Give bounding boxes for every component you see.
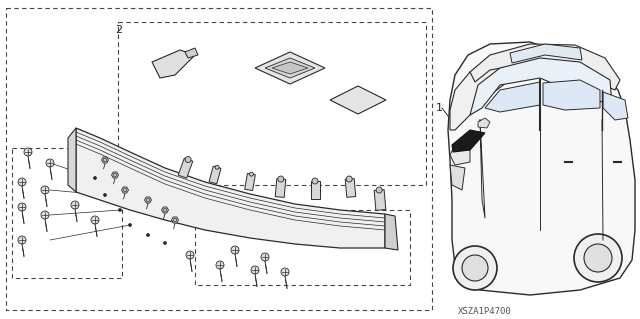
Circle shape bbox=[41, 186, 49, 194]
Polygon shape bbox=[272, 62, 308, 74]
Circle shape bbox=[163, 241, 166, 244]
Polygon shape bbox=[330, 86, 386, 114]
Polygon shape bbox=[172, 217, 179, 223]
Polygon shape bbox=[145, 197, 152, 203]
Circle shape bbox=[163, 208, 167, 212]
Circle shape bbox=[250, 172, 253, 176]
Circle shape bbox=[104, 194, 106, 197]
Circle shape bbox=[93, 176, 97, 180]
Text: 1: 1 bbox=[436, 103, 443, 113]
Bar bbox=[345, 179, 356, 197]
Polygon shape bbox=[450, 145, 470, 165]
Polygon shape bbox=[385, 214, 398, 250]
Polygon shape bbox=[185, 48, 198, 58]
Circle shape bbox=[147, 198, 150, 202]
Circle shape bbox=[41, 211, 49, 219]
Polygon shape bbox=[68, 128, 76, 192]
Polygon shape bbox=[448, 42, 635, 295]
Circle shape bbox=[113, 173, 116, 177]
Circle shape bbox=[281, 268, 289, 276]
Circle shape bbox=[186, 251, 194, 259]
Circle shape bbox=[216, 261, 224, 269]
Bar bbox=[311, 181, 320, 199]
Circle shape bbox=[71, 201, 79, 209]
Circle shape bbox=[231, 246, 239, 254]
Circle shape bbox=[18, 178, 26, 186]
Circle shape bbox=[261, 253, 269, 261]
Polygon shape bbox=[450, 165, 465, 190]
Bar bbox=[209, 166, 221, 184]
Polygon shape bbox=[603, 92, 628, 120]
Polygon shape bbox=[152, 50, 195, 78]
Polygon shape bbox=[452, 130, 485, 152]
Polygon shape bbox=[111, 172, 118, 178]
Circle shape bbox=[173, 218, 177, 222]
Circle shape bbox=[24, 148, 32, 156]
Polygon shape bbox=[543, 80, 600, 110]
Circle shape bbox=[103, 158, 107, 162]
Circle shape bbox=[574, 234, 622, 282]
Circle shape bbox=[118, 209, 122, 211]
Circle shape bbox=[215, 165, 219, 169]
Circle shape bbox=[462, 255, 488, 281]
Bar bbox=[275, 179, 286, 197]
Text: 2: 2 bbox=[115, 25, 122, 35]
Circle shape bbox=[346, 176, 352, 182]
Text: 1: 1 bbox=[454, 143, 460, 153]
Circle shape bbox=[185, 157, 191, 163]
Circle shape bbox=[278, 176, 284, 182]
Circle shape bbox=[46, 159, 54, 167]
Polygon shape bbox=[478, 118, 490, 128]
Bar bbox=[178, 158, 193, 178]
Polygon shape bbox=[265, 58, 315, 78]
Polygon shape bbox=[510, 44, 582, 63]
Bar bbox=[244, 174, 255, 190]
Bar bbox=[374, 189, 386, 211]
Circle shape bbox=[91, 216, 99, 224]
Text: XSZA1P4700: XSZA1P4700 bbox=[458, 308, 512, 316]
Circle shape bbox=[124, 188, 127, 192]
Polygon shape bbox=[161, 207, 168, 213]
Circle shape bbox=[251, 266, 259, 274]
Circle shape bbox=[376, 187, 382, 193]
Circle shape bbox=[18, 236, 26, 244]
Polygon shape bbox=[102, 157, 109, 163]
Polygon shape bbox=[122, 187, 129, 193]
Circle shape bbox=[147, 234, 150, 236]
Polygon shape bbox=[450, 55, 545, 130]
Circle shape bbox=[453, 246, 497, 290]
Polygon shape bbox=[470, 44, 620, 90]
Polygon shape bbox=[76, 128, 385, 248]
Circle shape bbox=[584, 244, 612, 272]
Circle shape bbox=[18, 203, 26, 211]
Circle shape bbox=[312, 178, 318, 184]
Polygon shape bbox=[485, 82, 540, 112]
Circle shape bbox=[129, 224, 131, 226]
Polygon shape bbox=[255, 52, 325, 84]
Polygon shape bbox=[470, 58, 612, 115]
